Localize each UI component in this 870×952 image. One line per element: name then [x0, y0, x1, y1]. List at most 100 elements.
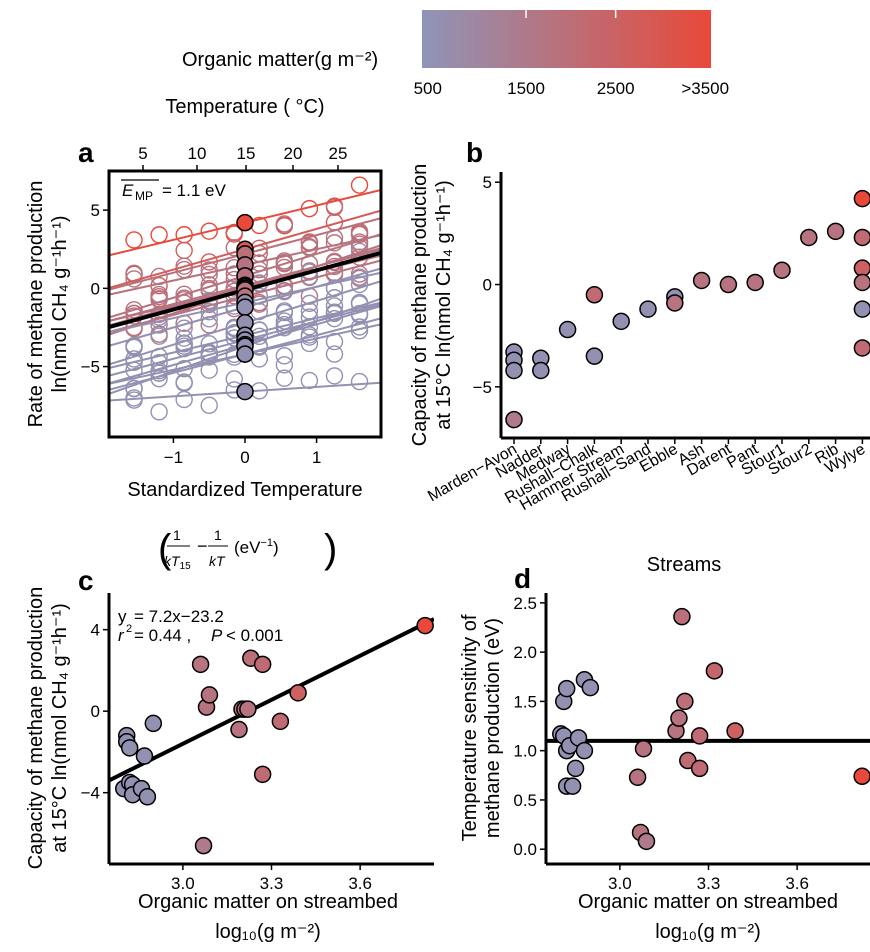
panel-d-ytick-label: 2.0 [513, 643, 537, 662]
panel-d-ytick-label: 0.0 [513, 840, 537, 859]
panel-b-point [639, 300, 657, 318]
panel-c-point [135, 747, 154, 765]
panel-a-top-tick-label: 5 [138, 144, 147, 163]
panel-d-title: Streams [647, 554, 721, 576]
svg-text:1: 1 [173, 527, 181, 543]
panel-b-point [853, 339, 870, 357]
panel-a-observation-point [350, 176, 369, 194]
panel-d-ytick-label: 1.0 [513, 742, 537, 761]
panel-d-ylabel-line2: methane production (eV) [482, 618, 504, 838]
panel-a-observation-point [200, 396, 218, 415]
panel-a-observation-point [150, 327, 168, 345]
panel-a-ytick-label: 0 [91, 279, 100, 298]
panel-c-point [230, 720, 248, 739]
panel-a-xlabel: Standardized Temperature [127, 479, 362, 501]
panel-b-point [853, 228, 870, 247]
legend-tick-label: 500 [414, 79, 442, 98]
panel-b-letter: b [466, 137, 483, 168]
panel-c-equation: y = 7.2x−23.2 r 2 = 0.44 , P < 0.001 [118, 607, 283, 645]
legend-tick-label: >3500 [681, 79, 729, 98]
panel-b-point [853, 189, 870, 208]
panel-c-p-value: < 0.001 [226, 626, 283, 645]
svg-text:kT: kT [209, 553, 226, 569]
panel-a-observation-point [275, 215, 294, 233]
panel-a-observation-point [150, 226, 168, 244]
panel-d-ytick-label: 0.5 [513, 791, 537, 810]
legend-tick-label: 1500 [507, 79, 545, 98]
panel-a-top-axis-label: Temperature ( °C) [165, 96, 324, 118]
panel-d-xlabel-line1: Organic matter on streambed [578, 891, 838, 913]
panel-a-ylabel-line1: Rate of methane production [25, 181, 47, 428]
panel-a-ytick-label: −5 [81, 358, 100, 377]
panel-d-xtick-label: 3.3 [697, 874, 721, 893]
panel-c-ylabel-line1: Capacity of methane production [25, 587, 47, 869]
panel-b-point [773, 261, 791, 279]
panel-a-top-tick-label: 15 [237, 144, 256, 163]
panel-a-observation-point [150, 403, 168, 421]
panel-c-p-symbol: P [211, 626, 223, 645]
panel-a-observation-point [150, 316, 168, 334]
svg-text:): ) [324, 527, 337, 571]
legend-tick-label: 2500 [597, 79, 635, 98]
panel-d-point [575, 741, 594, 760]
panel-c-point [416, 616, 434, 635]
panel-d-point [563, 777, 582, 795]
panel-a-annotation: E MP = 1.1 eV [121, 179, 226, 203]
panel-b-point [853, 300, 870, 318]
panel-a-observation-point [275, 356, 294, 374]
panel-a-intercept-point [236, 382, 254, 401]
panel-b-ylabel-line1: Capacity of methane production [409, 164, 431, 446]
panel-c: c −4 0 4 3.0 3.3 3.6 y = 7.2x−23.2 r 2 = 0.4… [25, 565, 434, 943]
panel-a-observation-point [275, 253, 294, 272]
panel-a-observation-point [200, 335, 218, 353]
panel-c-r-symbol: r [118, 626, 125, 645]
panel-a-top-tick-label: 20 [284, 144, 303, 163]
panel-c-xlabel-line1: Organic matter on streambed [138, 891, 398, 913]
panel-c-point [200, 686, 219, 704]
panel-a-top-tick-label: 25 [329, 144, 348, 163]
panel-d-point [705, 662, 724, 680]
panel-d-point [726, 722, 744, 740]
panel-b-point [558, 320, 577, 339]
panel-a: a Temperature ( °C) 5 10 15 20 25 −505 −1 0 1 … [25, 96, 383, 572]
panel-c-point [271, 712, 290, 731]
panel-c-point [239, 700, 257, 718]
panel-d-point [673, 607, 691, 626]
panel-a-annotation-symbol: E [122, 181, 134, 200]
panel-b-point [612, 312, 630, 331]
panel-b-point [585, 347, 604, 365]
panel-a-observation-point [325, 367, 344, 385]
panel-b-point [746, 273, 764, 292]
panel-c-point [253, 765, 272, 784]
panel-c-xtick-label: 3.3 [260, 874, 284, 893]
panel-a-observation-point [225, 370, 243, 388]
panel-a-intercept-point [236, 345, 254, 363]
panel-a-observation-point [200, 261, 218, 279]
panel-a-observation-point [275, 369, 294, 387]
panel-a-observation-point [175, 337, 193, 355]
panel-b-point [800, 228, 818, 247]
panel-c-ylabel-line2: at 15°C ln(nmol CH₄ g⁻¹h⁻¹) [49, 603, 71, 853]
legend-title: Organic matter(g m⁻²) [182, 49, 378, 71]
color-legend: Organic matter(g m⁻²) 500 1500 2500 >3500 [182, 10, 729, 98]
panel-d-point [676, 692, 694, 711]
panel-c-point [289, 684, 307, 702]
panel-d-point [690, 759, 709, 778]
panel-d-xtick-label: 3.6 [785, 874, 809, 893]
panel-b-point [666, 294, 684, 312]
panel-a-observation-point [175, 390, 193, 409]
panel-c-ytick-label: 0 [91, 702, 100, 721]
panel-d-point [581, 678, 600, 697]
panel-b-ytick-label: 5 [483, 173, 492, 192]
svg-text:1: 1 [214, 527, 222, 543]
panel-d: d Streams 0.0 0.5 1.0 1.5 2.0 2.5 3.0 3.3 3.6 O… [459, 554, 870, 943]
panel-b-ylabel-line2: at 15°C ln(nmol CH₄ g⁻¹h⁻¹) [433, 180, 455, 430]
panel-c-ytick-label: −4 [81, 784, 100, 803]
panel-a-ylabel-line2: ln(nmol CH₄ g⁻¹h⁻¹) [49, 215, 71, 392]
panel-a-observation-point [300, 294, 319, 313]
panel-b-point [853, 273, 870, 292]
panel-d-point [637, 832, 656, 851]
panel-a-observation-point [175, 374, 193, 392]
panel-d-point [566, 759, 585, 778]
